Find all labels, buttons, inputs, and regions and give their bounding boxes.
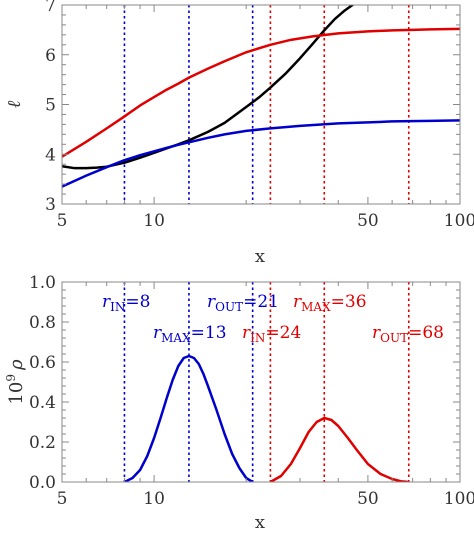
y-tick-label: 4 [45,145,56,165]
series-curve-3 [62,119,460,188]
x-tick-label: 5 [57,211,68,231]
y-tick-label: 5 [45,96,56,116]
annotation-symbol: r [153,323,162,343]
annotation-label: rOUT=68 [372,323,444,345]
annotation-symbol: r [102,292,111,312]
y-tick-label: 3 [45,195,56,215]
y-axis-title-exponent: 9 [4,374,18,382]
annotation-label: rIN=8 [102,292,150,314]
annotation-label: rMAX=36 [293,292,367,314]
x-axis-title: x [255,246,265,267]
x-tick-label: 10 [143,489,165,509]
y-axis-title-base: 10 [6,382,27,405]
y-tick-label: 0.8 [29,313,56,333]
y-axis-title-variable: ρ [6,359,27,371]
x-tick-label: 5 [57,489,68,509]
annotation-symbol: r [372,323,381,343]
annotation-value: =24 [265,323,301,343]
x-axis-title: x [255,512,265,533]
x-tick-label: 50 [357,489,379,509]
annotation-subscript: IN [250,331,265,345]
y-tick-label: 1.0 [29,273,56,293]
annotation-subscript: MAX [161,331,191,345]
y-tick-label: 0.6 [29,353,56,373]
annotation-subscript: OUT [215,300,243,314]
annotation-symbol: r [207,292,216,312]
x-tick-label: 100 [444,211,474,231]
plot-frame [61,281,461,483]
annotation-value: =13 [191,323,227,343]
annotation-symbol: r [293,292,302,312]
y-axis-title: ℓ [4,100,25,108]
y-tick-label: 0.4 [29,393,56,413]
annotation-label: rOUT=21 [207,292,279,314]
x-tick-label: 10 [143,211,165,231]
series-curve-2 [62,27,460,158]
series-curve-1 [123,354,254,482]
panel-2: 5 10 50 1000.00.20.40.60.81.0x109ρrIN=8rMAX… [4,273,474,533]
annotation-subscript: OUT [380,331,408,345]
x-tick-label: 50 [357,211,379,231]
annotation-value: =21 [243,292,279,312]
panel-1: 5 10 50 100 3 4 5 6 7 x ℓ [4,0,474,267]
annotation-value: =36 [331,292,367,312]
y-tick-label: 0.0 [29,473,56,493]
series-curve-1 [62,5,355,170]
annotation-label: rMAX=13 [153,323,227,345]
y-tick-label: 6 [45,46,56,66]
x-tick-label: 100 [444,489,474,509]
y-tick-label: 0.2 [29,433,56,453]
y-tick-label: 7 [45,0,56,16]
annotation-value: =68 [408,323,444,343]
annotation-value: =8 [125,292,150,312]
y-axis-title: 109 ρ [4,359,27,405]
annotation-subscript: MAX [301,300,331,314]
series-curve-2 [269,416,409,482]
annotation-label: rIN=24 [242,323,301,345]
annotation-symbol: r [242,323,251,343]
annotation-subscript: IN [110,300,125,314]
